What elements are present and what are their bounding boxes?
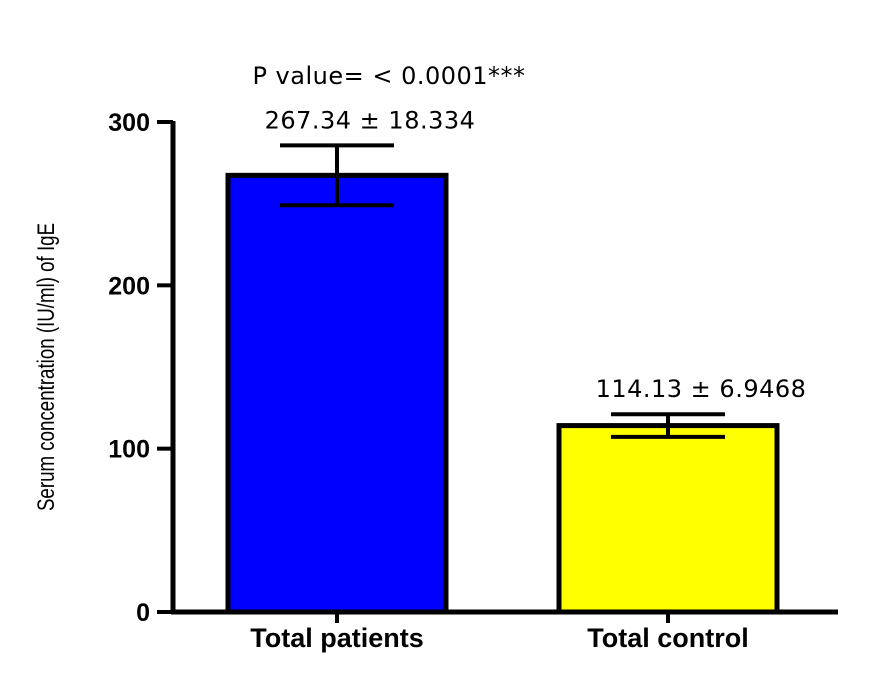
bar-1 xyxy=(225,172,449,615)
y-tick-label-100: 100 xyxy=(108,436,150,464)
data-label-1: 267.34 ± 18.334 xyxy=(265,106,476,134)
y-tick-label-300: 300 xyxy=(108,109,150,137)
p-value-annotation: P value= < 0.0001*** xyxy=(252,62,525,90)
x-tick-label-2: Total control xyxy=(587,623,749,653)
y-ticks-layer: 0 100 200 300 xyxy=(108,109,173,627)
data-label-2: 114.13 ± 6.9468 xyxy=(596,375,807,403)
x-tick-label-1: Total patients xyxy=(250,623,424,653)
bars-layer xyxy=(225,172,780,615)
y-tick-label-200: 200 xyxy=(108,272,150,300)
y-axis-label: Serum concentration (IU/ml) of IgE xyxy=(33,223,60,511)
bar-2 xyxy=(556,423,780,615)
y-tick-label-0: 0 xyxy=(136,599,150,627)
data-labels-layer: 267.34 ± 18.334 114.13 ± 6.9468 xyxy=(265,106,807,403)
error-bars-layer xyxy=(280,143,725,439)
x-ticks-layer: Total patients Total control xyxy=(250,612,749,653)
